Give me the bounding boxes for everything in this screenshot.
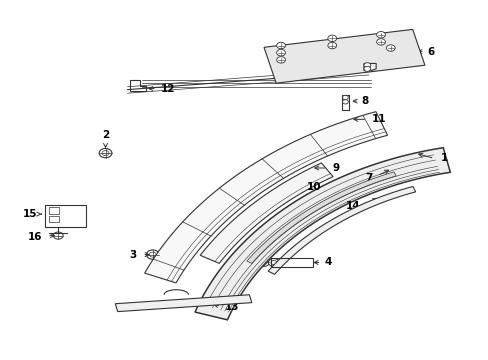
Circle shape [386,165,397,172]
Circle shape [363,63,370,68]
Text: 15: 15 [23,209,37,219]
Polygon shape [200,163,332,264]
Circle shape [53,232,63,239]
Polygon shape [115,295,251,312]
Circle shape [268,258,279,266]
Text: 1: 1 [440,153,447,163]
Text: 10: 10 [306,182,321,192]
Text: 14: 14 [346,201,360,211]
Circle shape [327,42,336,49]
Circle shape [327,35,336,41]
Text: 12: 12 [160,84,175,94]
Text: 8: 8 [361,96,368,106]
Circle shape [376,32,385,38]
Circle shape [276,49,285,56]
Text: 2: 2 [102,130,109,140]
Circle shape [342,95,347,100]
Text: 11: 11 [371,114,386,124]
Circle shape [342,100,347,104]
Circle shape [276,42,285,49]
Polygon shape [264,30,424,83]
Circle shape [99,148,112,158]
Text: 3: 3 [129,249,136,260]
Polygon shape [195,148,449,320]
Text: 13: 13 [224,302,239,312]
Text: 5: 5 [389,61,396,71]
Text: 6: 6 [427,46,434,57]
Circle shape [376,39,385,45]
Circle shape [386,45,394,51]
Text: 9: 9 [332,163,339,173]
Polygon shape [246,172,395,264]
Text: 4: 4 [325,257,332,267]
Polygon shape [144,112,387,283]
Polygon shape [267,186,415,274]
Circle shape [363,66,370,71]
Circle shape [178,300,188,307]
Polygon shape [363,63,375,71]
Text: 7: 7 [365,172,372,183]
Circle shape [258,258,269,266]
Circle shape [276,57,285,63]
Circle shape [313,195,324,203]
Text: 16: 16 [28,232,42,242]
Circle shape [146,250,159,259]
